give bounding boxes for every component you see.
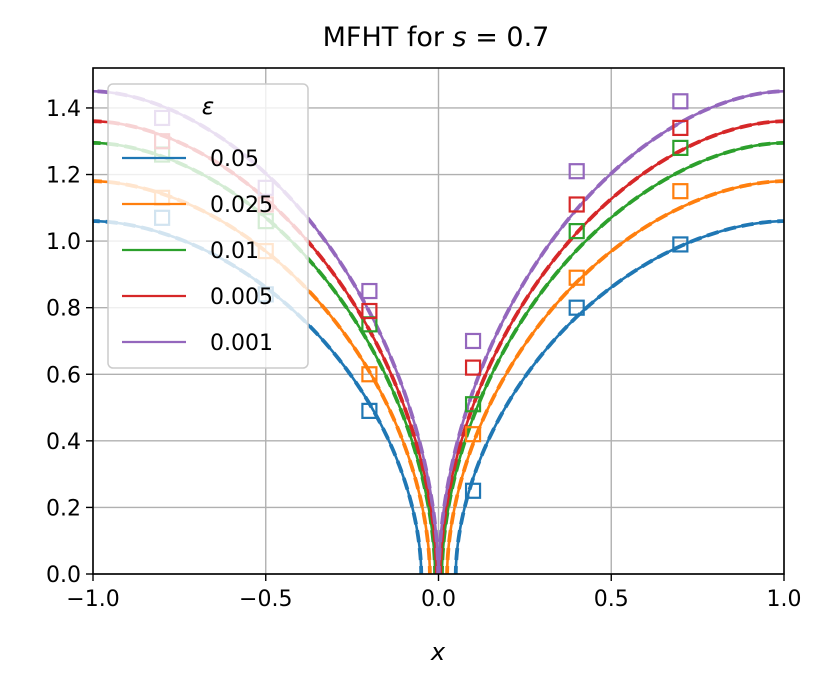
y-tick-label: 0.6 [46,363,81,388]
data-point-marker [672,119,689,137]
data-point-marker [672,183,689,200]
legend-label: 0.025 [210,193,273,218]
data-point-marker [672,93,689,110]
y-tick-label: 0.0 [46,563,81,588]
series-dashed-line [445,179,785,574]
series-line [445,179,785,574]
series-dashed-line [438,119,785,574]
data-point-marker [464,332,482,350]
x-axis-label: x [430,638,446,666]
data-point-marker [361,402,378,419]
data-point-marker [568,196,585,213]
y-tick-label: 0.4 [46,430,81,455]
series-dashed-line [453,219,785,574]
data-point-marker [361,366,378,383]
legend-label: 0.01 [210,239,259,264]
x-tick-label: 1.0 [767,587,802,612]
y-tick-label: 1.2 [46,164,81,189]
legend-label: 0.001 [210,331,273,356]
data-point-marker [568,163,585,180]
data-point-marker [672,139,689,156]
x-axis-ticks: −1.0 −0.5 0.0 0.5 1.0 [66,574,802,612]
x-tick-label: 0.5 [594,587,629,612]
y-tick-label: 0.8 [46,297,81,322]
y-tick-label: 1.0 [46,230,81,255]
data-point-marker [361,302,378,320]
data-point-marker [361,282,378,300]
y-tick-label: 0.2 [46,496,81,521]
data-point-marker [464,359,482,376]
legend-label: 0.005 [210,285,273,310]
x-tick-label: −0.5 [239,587,292,612]
data-point-marker [464,482,482,499]
data-point-marker [568,223,585,240]
data-point-marker [672,236,689,253]
legend-title: ε [202,94,214,120]
x-tick-label: −1.0 [66,587,119,612]
series-line [454,219,785,574]
data-point-marker [568,299,585,316]
y-axis-ticks: 0.0 0.2 0.4 0.6 0.8 1.0 1.2 1.4 [46,97,93,588]
legend: ε 0.05 0.025 0.01 0.005 0.001 [107,83,309,369]
y-tick-label: 1.4 [46,97,81,122]
series-dashed-line [440,141,785,575]
series-dashed-line [436,89,785,574]
data-point-marker [464,426,482,443]
chart-title: MFHT for s = 0.7 [323,22,550,53]
data-point-marker [464,396,482,413]
legend-box [107,83,309,369]
legend-label: 0.05 [210,147,259,172]
series-dashed-line [92,89,441,574]
data-point-marker [568,269,585,286]
x-tick-label: 0.0 [421,587,456,612]
